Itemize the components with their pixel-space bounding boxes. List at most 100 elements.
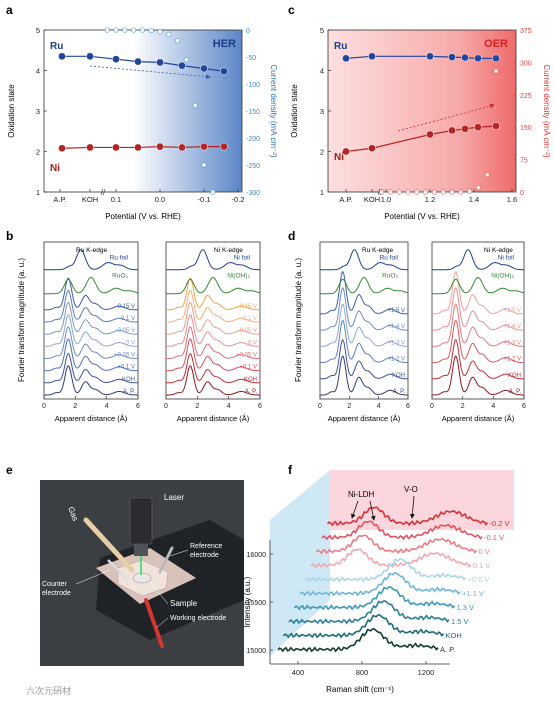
- spectrum-line: [44, 338, 139, 372]
- spectrum-line: [44, 277, 138, 311]
- spectrum-line: [166, 338, 261, 372]
- panel-f-xticks: 400 800 1200: [292, 661, 434, 677]
- panel-b-xticks: 0 2 4 6 0 2 4 6: [42, 396, 262, 410]
- spectrum-label: +1.5 V: [387, 308, 405, 314]
- ru-point: [134, 57, 142, 66]
- spectrum-label: +0.05 V: [236, 352, 257, 358]
- raman-label: 1.5 V: [451, 617, 469, 626]
- xtick-label: 400: [292, 668, 305, 677]
- ytick-label: 4: [36, 67, 40, 76]
- xtick-label: 2: [461, 403, 465, 410]
- current-density-point: [475, 185, 482, 191]
- current-density-point: [449, 189, 455, 195]
- panel-letter-d: d: [288, 229, 295, 243]
- ru-point: [426, 52, 434, 61]
- xtick-label: KOH: [82, 195, 98, 204]
- raman-spectrum: [315, 534, 478, 555]
- panel-c: c Oxidation state Current density (mA cm…: [288, 3, 551, 221]
- foil-reference-label: Ru foil: [380, 255, 399, 262]
- panel-c-yticks: 1 2 3 4 5: [320, 26, 331, 197]
- spectrum-label: -0.05 V: [238, 328, 257, 334]
- oxide-reference-label: Ni(OH)₂: [227, 273, 250, 280]
- ytick-label: 3: [36, 107, 40, 116]
- raman-label: +1.1 V: [462, 589, 484, 598]
- ni-link: [371, 133, 431, 149]
- y2tick-label: 225: [520, 93, 532, 100]
- spectrum-line: [320, 355, 408, 396]
- y2tick-label: 75: [520, 158, 528, 165]
- spectrum-label: KOH: [508, 373, 521, 379]
- ru-link: [89, 55, 117, 60]
- panel-letter-c: c: [288, 3, 295, 17]
- pointer-working: [155, 617, 169, 629]
- foil-reference-label: Ru foil: [110, 255, 129, 262]
- panel-c-y2label: Current density (mA cm⁻²): [542, 64, 551, 157]
- spectrum-line: [320, 319, 408, 364]
- ni-point: [178, 143, 186, 152]
- spectrum-line: [166, 289, 260, 323]
- working-electrode-rod: [144, 598, 164, 648]
- oxide-reference-label: Ni(OH)₂: [491, 273, 514, 280]
- ru-point: [200, 64, 208, 73]
- ru-point: [86, 52, 94, 61]
- watermark: 六次元研材: [26, 685, 71, 696]
- ru-point: [178, 61, 186, 70]
- panel-a-trend-arrow: [89, 65, 211, 80]
- spectrum-label: +0.1 V: [239, 365, 257, 371]
- spectrum-label: A. P.: [245, 389, 258, 395]
- raman-spectrum: [282, 614, 445, 639]
- ytick-label: 4: [320, 67, 324, 76]
- panel-b-right-edge: Ni K-edge: [214, 247, 243, 254]
- panel-a-ylabel: Oxidation state: [7, 84, 16, 138]
- ni-point: [112, 143, 120, 152]
- current-density-point: [379, 189, 385, 195]
- y2tick-label: 300: [520, 60, 532, 67]
- y2tick-label: -50: [246, 55, 256, 62]
- spectrum-label: 0 V: [248, 340, 257, 346]
- panel-a-ru-label: Ru: [50, 41, 63, 52]
- label-working-electrode: Working electrode: [170, 615, 226, 622]
- ytick-label: 2: [36, 148, 40, 157]
- panel-d-left-edge: Ru K-edge: [362, 247, 393, 254]
- panel-c-gradient: [328, 30, 516, 192]
- xtick-label: 1.2: [425, 195, 435, 204]
- xtick-label: 6: [258, 403, 262, 410]
- panel-a-gradient: [44, 30, 242, 192]
- panel-a-y2ticks: 0 -50 -100 -150 -200 -250 -300: [239, 28, 260, 197]
- xtick-label: 1.4: [469, 195, 479, 204]
- oxide-reference-line: [166, 276, 261, 295]
- panel-f-vo-label: V-O: [404, 485, 418, 494]
- foil-reference-line: [166, 249, 260, 271]
- panel-d-right-edge: Ni K-edge: [484, 247, 513, 254]
- panel-f: f Intensity (a.u.) Raman shift (cm⁻¹) 15…: [243, 463, 514, 694]
- panel-f-nildh-label: Ni-LDH: [348, 490, 374, 499]
- xtick-label: 0: [42, 403, 46, 410]
- foil-reference-line: [44, 249, 138, 271]
- ni-point: [461, 124, 469, 133]
- oxide-reference-line: [432, 276, 525, 295]
- spectrum-line: [320, 338, 408, 380]
- current-density-point: [405, 189, 411, 195]
- xtick-label: 0: [164, 403, 168, 410]
- spectrum-line: [432, 355, 524, 396]
- ytick-label: 15000: [247, 648, 267, 655]
- current-density-point: [122, 27, 128, 33]
- panel-d-left-xlabel: Apparent distance (Å): [328, 414, 401, 423]
- panel-f-yticks: 15000 15500 16000: [247, 552, 273, 655]
- pointer-sample: [149, 581, 169, 605]
- raman-spectrum: [293, 586, 456, 611]
- y2tick-label: -250: [246, 163, 260, 170]
- spectrum-label: +1.2 V: [387, 357, 405, 363]
- ni-point: [200, 142, 208, 151]
- current-density-point: [467, 188, 473, 194]
- panel-letter-a: a: [6, 3, 13, 17]
- spectrum-line: [44, 301, 139, 335]
- panel-d-ylabel: Fourier transform magnitude (a. u.): [294, 258, 303, 382]
- spectrum-line: [44, 352, 138, 384]
- panel-a-xlabel: Potential (V vs. RHE): [105, 212, 181, 221]
- panel-d-left-spectra: +1.5 V +1.4 V +1.3 V +1.2 V KOH A. P. RuO₂ Ru f…: [320, 249, 409, 396]
- foil-reference-label: Ni foil: [498, 255, 515, 262]
- ru-segment: [345, 55, 373, 59]
- spectrum-label: +0.05 V: [114, 352, 135, 358]
- spectrum-label: A. P.: [509, 389, 522, 395]
